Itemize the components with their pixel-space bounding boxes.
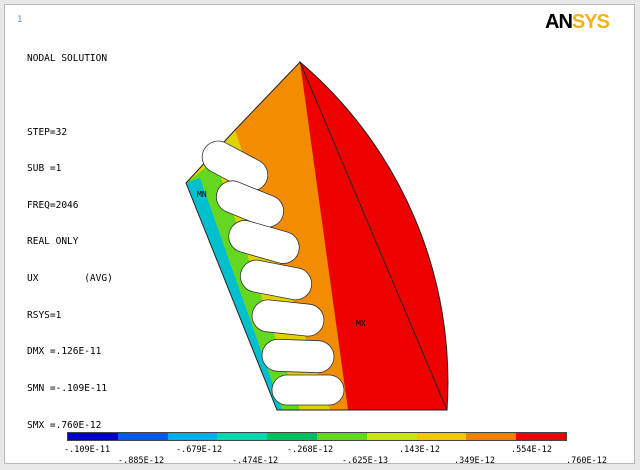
legend-label: -.268E-12 <box>287 445 334 455</box>
slots <box>201 140 345 406</box>
window-number: 1 <box>17 15 23 25</box>
legend-swatch <box>366 433 417 440</box>
legend-swatch <box>416 433 467 440</box>
min-marker-label: MN <box>197 190 207 199</box>
logo-text-left: AN <box>545 11 573 33</box>
logo-text-right: SYS <box>571 11 610 33</box>
legend-label: -.885E-12 <box>118 456 165 466</box>
legend-label: -.109E-11 <box>64 445 111 455</box>
slot <box>228 220 300 264</box>
legend-label: .349E-12 <box>454 456 495 466</box>
legend-label: -.679E-12 <box>176 445 223 455</box>
legend-bottom-labels: -.885E-12 -.474E-12 -.625E-13 .349E-12 .… <box>0 456 640 466</box>
tooth-tips <box>186 178 282 410</box>
slot <box>271 374 345 406</box>
legend-top-labels: -.109E-11 -.679E-12 -.268E-12 .143E-12 .… <box>0 445 640 455</box>
info-line: SMX =.760E-12 <box>27 419 102 431</box>
info-line: REAL ONLY <box>27 236 79 248</box>
legend-swatch <box>267 433 317 440</box>
legend-swatch <box>68 433 118 440</box>
slot <box>251 299 325 337</box>
slot <box>261 338 335 374</box>
legend-swatch <box>167 433 218 440</box>
info-line: UX (AVG) <box>27 273 113 285</box>
info-line: SUB =1 <box>27 163 62 175</box>
legend-label: .554E-12 <box>511 445 552 455</box>
solution-info: NODAL SOLUTION STEP=32 SUB =1 FREQ=2046 … <box>27 29 113 456</box>
legend-label: .760E-12 <box>566 456 607 466</box>
slot <box>239 259 313 301</box>
info-line: FREQ=2046 <box>27 199 79 211</box>
ansys-logo: ANSYS <box>545 11 610 34</box>
info-line: SMN =-.109E-11 <box>27 382 108 394</box>
slot <box>201 140 269 192</box>
legend-label: -.625E-13 <box>342 456 389 466</box>
max-marker-label: MX <box>356 319 366 328</box>
info-line: NODAL SOLUTION <box>27 53 108 65</box>
info-line: RSYS=1 <box>27 309 62 321</box>
info-line: STEP=32 <box>27 126 68 138</box>
legend-label: -.474E-12 <box>232 456 279 466</box>
legend-swatch <box>466 433 517 440</box>
slot <box>215 180 285 228</box>
info-line: DMX =.126E-11 <box>27 346 102 358</box>
legend-swatch <box>516 433 566 440</box>
color-legend <box>67 432 567 441</box>
inner-boundary <box>185 61 448 411</box>
legend-swatch <box>117 433 168 440</box>
legend-label: .143E-12 <box>399 445 440 455</box>
legend-swatch <box>316 433 367 440</box>
legend-swatch <box>217 433 268 440</box>
